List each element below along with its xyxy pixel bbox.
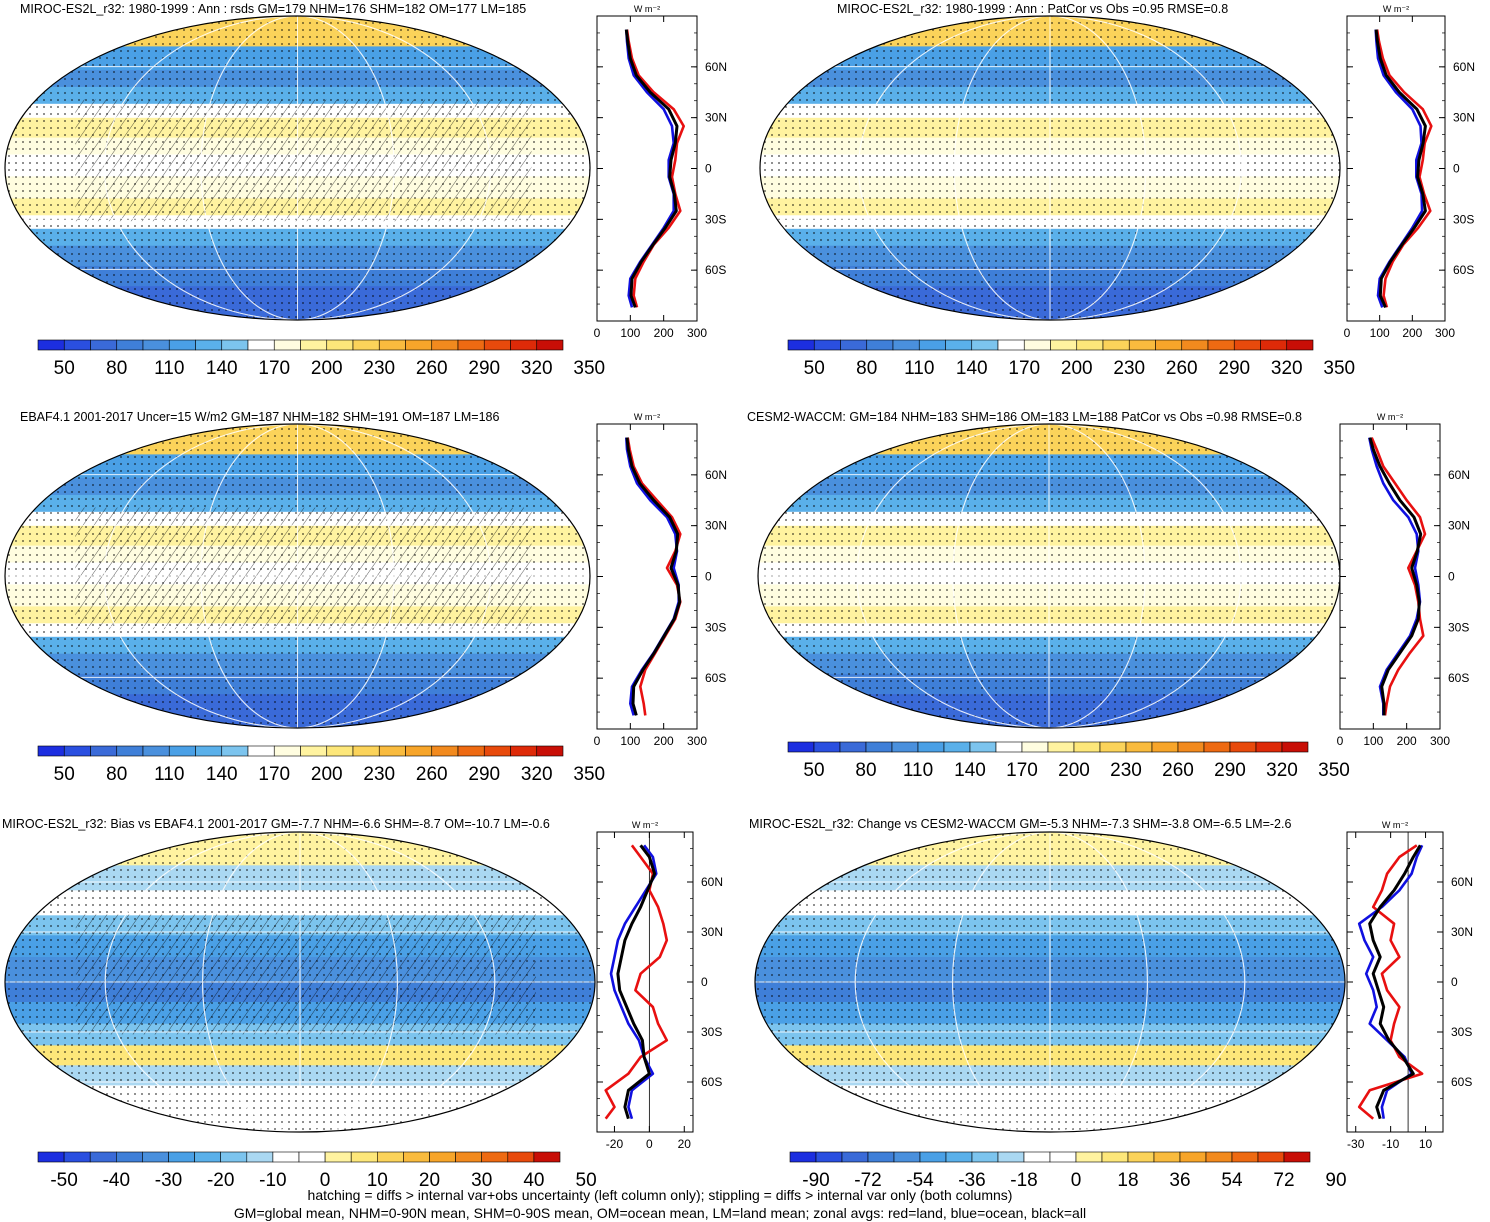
panel-bias: MIROC-ES2L_r32: Bias vs EBAF4.1 2001-201… bbox=[0, 815, 745, 1190]
panel-obs-climatology: EBAF4.1 2001-2017 Uncer=15 W/m2 GM=187 N… bbox=[0, 408, 745, 798]
panel-title: MIROC-ES2L_r32: 1980-1999 : Ann : PatCor… bbox=[837, 2, 1228, 16]
panel-model-climatology: MIROC-ES2L_r32: 1980-1999 : Ann : rsds G… bbox=[0, 0, 745, 390]
footnote: hatching = diffs > internal var+obs unce… bbox=[0, 1186, 1320, 1222]
panel-title: MIROC-ES2L_r32: Bias vs EBAF4.1 2001-201… bbox=[2, 817, 550, 831]
panel-title: MIROC-ES2L_r32: Change vs CESM2-WACCM GM… bbox=[749, 817, 1291, 831]
footnote-line-2: GM=global mean, NHM=0-90N mean, SHM=0-90… bbox=[0, 1204, 1320, 1222]
panel-reference-model: CESM2-WACCM: GM=184 NHM=183 SHM=186 OM=1… bbox=[745, 408, 1490, 798]
panel-change: MIROC-ES2L_r32: Change vs CESM2-WACCM GM… bbox=[745, 815, 1490, 1190]
panel-title: EBAF4.1 2001-2017 Uncer=15 W/m2 GM=187 N… bbox=[20, 410, 499, 424]
panel-model-patcor: MIROC-ES2L_r32: 1980-1999 : Ann : PatCor… bbox=[745, 0, 1490, 390]
panel-title: CESM2-WACCM: GM=184 NHM=183 SHM=186 OM=1… bbox=[747, 410, 1302, 424]
footnote-line-1: hatching = diffs > internal var+obs unce… bbox=[0, 1186, 1320, 1204]
panel-title: MIROC-ES2L_r32: 1980-1999 : Ann : rsds G… bbox=[20, 2, 526, 16]
